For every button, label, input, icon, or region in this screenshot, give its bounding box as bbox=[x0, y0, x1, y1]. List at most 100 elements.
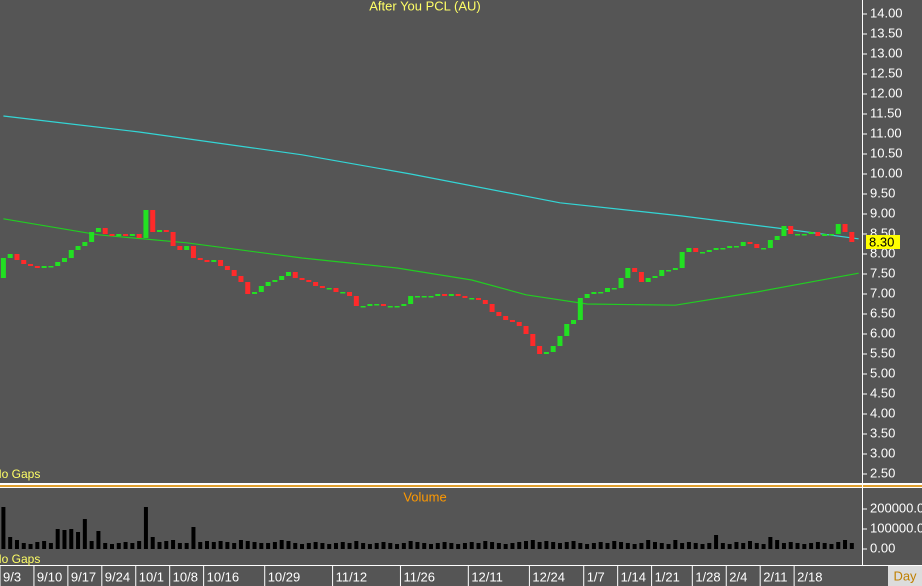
volume-bar bbox=[252, 542, 257, 549]
candle-body bbox=[299, 278, 305, 280]
candle-body bbox=[428, 296, 434, 298]
y-tick-label: 12.50 bbox=[870, 65, 903, 80]
volume-bar bbox=[306, 543, 311, 549]
candle-body bbox=[360, 306, 366, 308]
candle-body bbox=[34, 266, 40, 268]
last-price-box bbox=[866, 235, 900, 249]
candle-body bbox=[333, 288, 339, 292]
volume-bar bbox=[632, 544, 637, 549]
candle-body bbox=[496, 312, 502, 316]
volume-bar bbox=[218, 541, 223, 549]
candle-body bbox=[740, 242, 746, 246]
candle-body bbox=[849, 232, 855, 242]
volume-bar bbox=[720, 543, 725, 549]
volume-bar bbox=[401, 543, 406, 549]
panel-separator bbox=[0, 483, 922, 485]
volume-bar bbox=[802, 544, 807, 549]
y-tick-label: 10.50 bbox=[870, 145, 903, 160]
candle-body bbox=[367, 304, 373, 306]
volume-bar bbox=[680, 543, 685, 549]
candle-body bbox=[258, 286, 264, 292]
volume-bar bbox=[8, 537, 13, 549]
x-tick-label: 9/24 bbox=[105, 569, 130, 584]
volume-bar bbox=[496, 543, 501, 549]
volume-bar bbox=[259, 543, 264, 549]
volume-bar bbox=[748, 541, 753, 549]
candle-body bbox=[252, 292, 258, 294]
candle-body bbox=[835, 224, 841, 234]
candle-body bbox=[143, 210, 149, 238]
volume-bar bbox=[442, 542, 447, 549]
volume-bar bbox=[815, 542, 820, 549]
candle-body bbox=[218, 260, 224, 266]
x-tick-label: 10/8 bbox=[173, 569, 198, 584]
volume-bar bbox=[116, 543, 121, 549]
volume-bar bbox=[347, 543, 352, 549]
candle-body bbox=[279, 276, 285, 280]
volume-bar bbox=[184, 543, 189, 549]
candle-body bbox=[347, 292, 353, 296]
candle-body bbox=[754, 244, 760, 248]
volume-bar bbox=[795, 543, 800, 549]
candle-body bbox=[197, 258, 203, 260]
volume-bar bbox=[361, 543, 366, 549]
volume-bar bbox=[788, 542, 793, 549]
period-box[interactable] bbox=[888, 566, 922, 586]
volume-bar bbox=[374, 543, 379, 549]
volume-bar bbox=[395, 544, 400, 549]
volume-bar bbox=[551, 542, 556, 549]
volume-bar bbox=[544, 541, 549, 549]
volume-bar bbox=[524, 541, 529, 549]
volume-bar bbox=[340, 542, 345, 549]
candle-body bbox=[123, 234, 129, 236]
volume-bar bbox=[313, 542, 318, 549]
volume-bar bbox=[598, 542, 603, 549]
candle-body bbox=[577, 298, 583, 320]
period-label[interactable]: Day bbox=[893, 568, 917, 583]
volume-bar bbox=[76, 532, 81, 549]
volume-bar bbox=[137, 541, 142, 549]
candle-body bbox=[713, 248, 719, 250]
x-tick-label: 1/21 bbox=[655, 569, 680, 584]
candle-body bbox=[272, 280, 278, 282]
volume-bar bbox=[843, 540, 848, 549]
volume-bar bbox=[809, 543, 814, 549]
candle-body bbox=[523, 326, 529, 334]
volume-bar bbox=[741, 543, 746, 549]
volume-bar bbox=[829, 544, 834, 549]
y-tick-label: 4.00 bbox=[870, 405, 895, 420]
volume-bar bbox=[422, 543, 427, 549]
y-tick-label: 3.00 bbox=[870, 445, 895, 460]
volume-bar bbox=[768, 537, 773, 549]
volume-bar bbox=[1, 507, 6, 549]
volume-bar bbox=[28, 544, 33, 549]
x-tick-label: 11/12 bbox=[336, 569, 368, 584]
volume-bar bbox=[435, 543, 440, 549]
volume-bar bbox=[293, 543, 298, 549]
candle-body bbox=[150, 210, 156, 232]
y-tick-label: 7.00 bbox=[870, 285, 895, 300]
volume-bar bbox=[286, 541, 291, 549]
volume-bar bbox=[449, 543, 454, 549]
volume-bar bbox=[849, 543, 854, 549]
volume-bar bbox=[103, 543, 108, 549]
x-tick-label: 12/24 bbox=[532, 569, 565, 584]
candle-body bbox=[306, 280, 312, 282]
candle-body bbox=[761, 248, 767, 250]
candle-body bbox=[516, 322, 522, 326]
volume-bar bbox=[476, 543, 481, 549]
x-tick-label: 1/7 bbox=[587, 569, 605, 584]
candle-body bbox=[611, 288, 617, 290]
volume-bar bbox=[564, 542, 569, 549]
candle-body bbox=[781, 226, 787, 236]
candle-body bbox=[808, 232, 814, 234]
candle-body bbox=[638, 272, 644, 282]
volume-bar bbox=[781, 543, 786, 549]
candle-body bbox=[815, 232, 821, 236]
candle-body bbox=[387, 306, 393, 308]
candle-body bbox=[28, 264, 34, 266]
y-tick-label: 200000.00 bbox=[870, 500, 922, 515]
candle-body bbox=[598, 292, 604, 294]
candle-body bbox=[231, 270, 237, 276]
